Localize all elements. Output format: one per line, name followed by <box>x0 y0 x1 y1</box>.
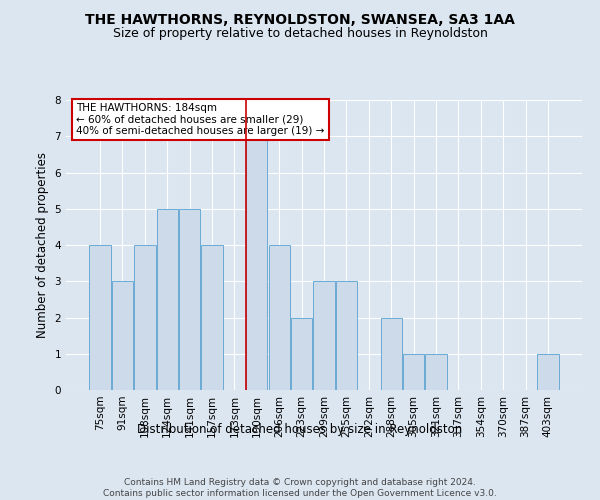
Text: Size of property relative to detached houses in Reynoldston: Size of property relative to detached ho… <box>113 28 487 40</box>
Bar <box>291 318 312 390</box>
Bar <box>269 245 290 390</box>
Text: Contains HM Land Registry data © Crown copyright and database right 2024.
Contai: Contains HM Land Registry data © Crown c… <box>103 478 497 498</box>
Bar <box>313 281 335 390</box>
Bar <box>380 318 402 390</box>
Y-axis label: Number of detached properties: Number of detached properties <box>36 152 49 338</box>
Text: THE HAWTHORNS: 184sqm
← 60% of detached houses are smaller (29)
40% of semi-deta: THE HAWTHORNS: 184sqm ← 60% of detached … <box>76 103 325 136</box>
Bar <box>134 245 155 390</box>
Bar <box>403 354 424 390</box>
Text: THE HAWTHORNS, REYNOLDSTON, SWANSEA, SA3 1AA: THE HAWTHORNS, REYNOLDSTON, SWANSEA, SA3… <box>85 12 515 26</box>
Bar <box>336 281 357 390</box>
Bar <box>89 245 111 390</box>
Bar <box>202 245 223 390</box>
Bar <box>425 354 446 390</box>
Bar <box>537 354 559 390</box>
Bar <box>157 209 178 390</box>
Bar <box>179 209 200 390</box>
Bar <box>246 136 268 390</box>
Text: Distribution of detached houses by size in Reynoldston: Distribution of detached houses by size … <box>137 422 463 436</box>
Bar <box>112 281 133 390</box>
